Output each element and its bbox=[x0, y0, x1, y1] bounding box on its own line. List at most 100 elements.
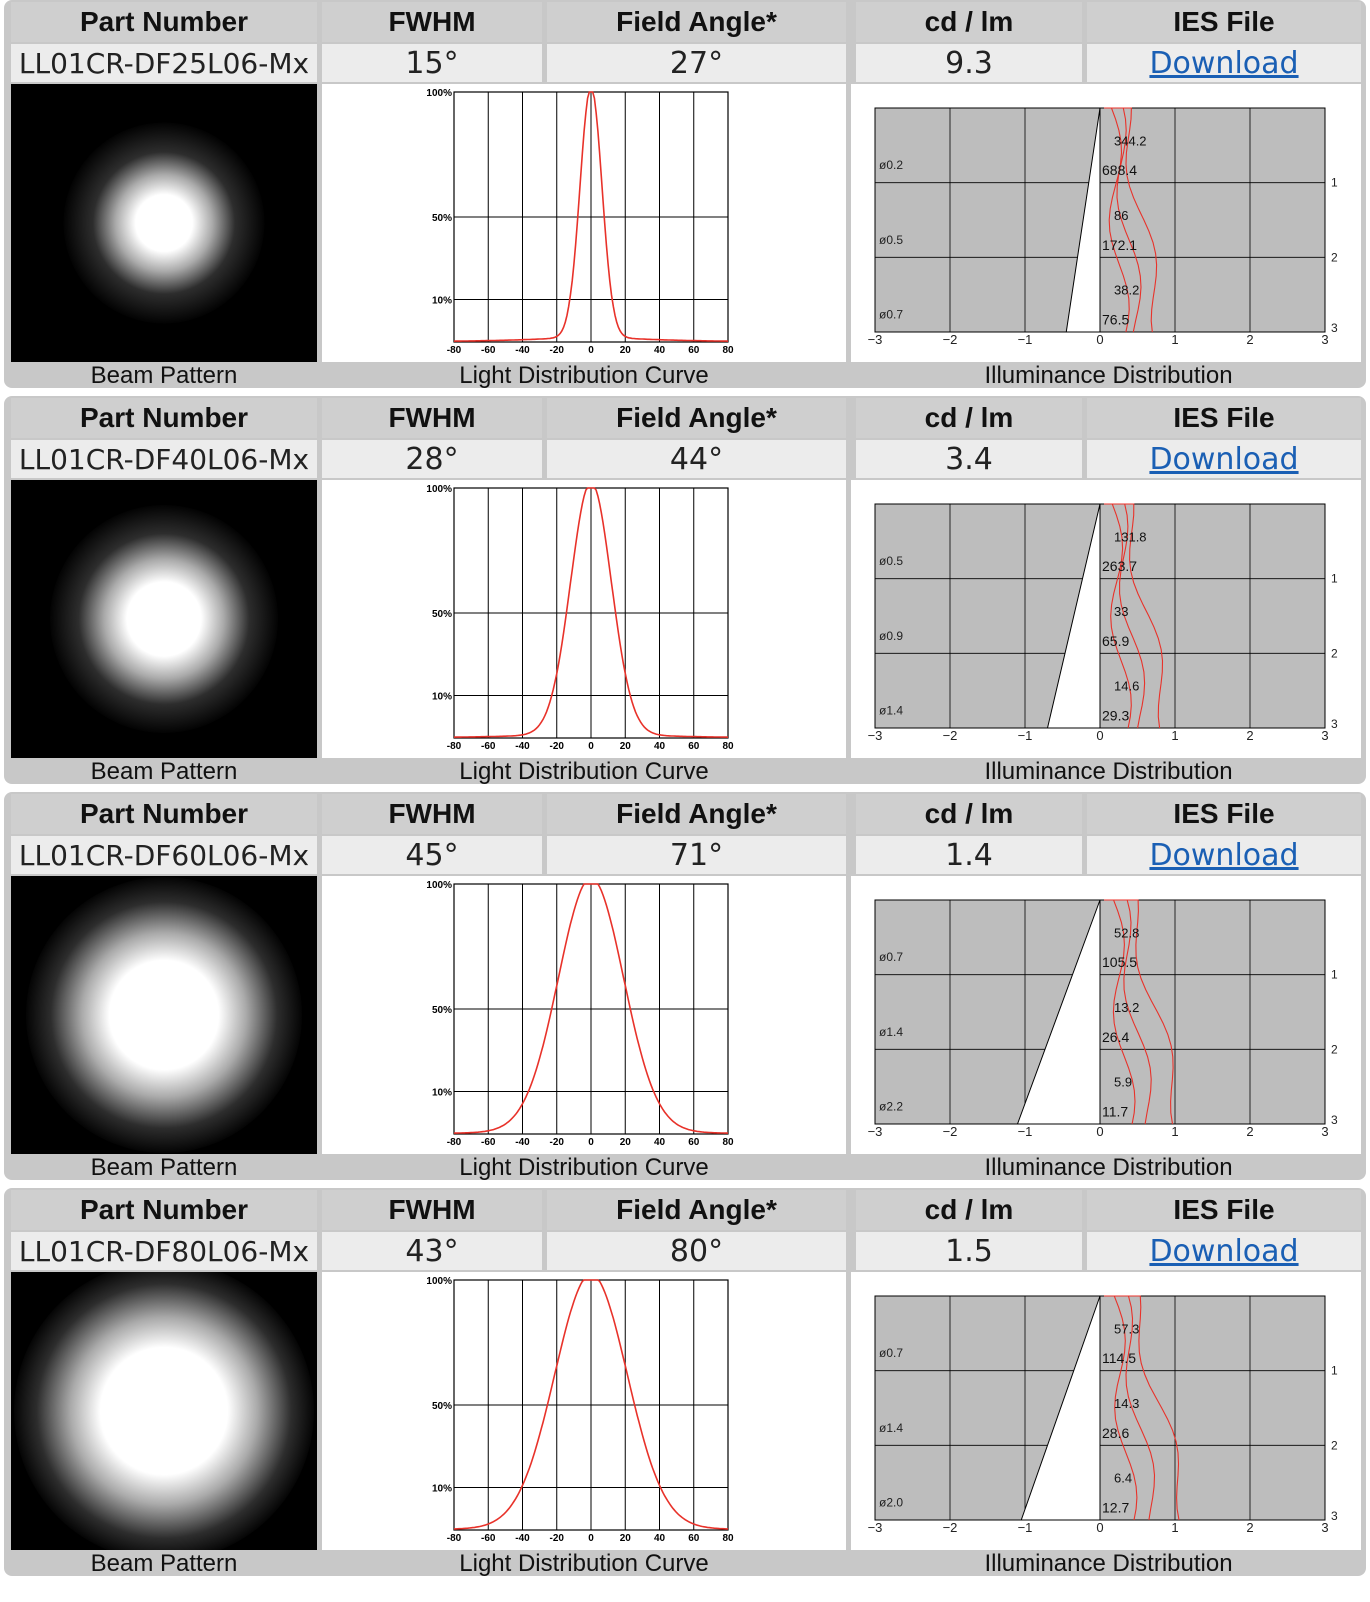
ldc-curve bbox=[453, 91, 729, 342]
ldc-y-tick: 10% bbox=[432, 296, 452, 307]
ldc-x-tick: 20 bbox=[620, 1533, 632, 1544]
illum-value-label: 52.8 bbox=[1114, 925, 1139, 940]
illum-contour bbox=[1104, 107, 1142, 333]
value-cd-lm: 1.5 bbox=[856, 1232, 1082, 1270]
beam-cone bbox=[1016, 899, 1101, 1125]
ldc-svg: -80 -60 -40 -20 0 20 40 60 80 100% 50% 10% bbox=[426, 1276, 734, 1544]
illum-contour bbox=[1104, 503, 1146, 729]
beam-cone bbox=[1020, 1295, 1101, 1521]
ldc-x-tick: -40 bbox=[515, 741, 530, 752]
illum-y-tick: 1 bbox=[1331, 968, 1338, 982]
header-field-angle: Field Angle* bbox=[547, 398, 846, 438]
ldc-x-tick: 0 bbox=[588, 345, 594, 356]
ldc-y-tick: 10% bbox=[432, 692, 452, 703]
illum-value-label: 12.7 bbox=[1102, 1500, 1129, 1516]
diameter-label: ø1.4 bbox=[879, 1025, 903, 1039]
header-ies-file: IES File bbox=[1087, 2, 1361, 42]
product-block: Part Number FWHM Field Angle* cd / lm IES Fi… bbox=[4, 1188, 1366, 1577]
product-block: Part Number FWHM Field Angle* cd / lm IES Fi… bbox=[4, 0, 1366, 389]
illum-x-tick: 3 bbox=[1321, 728, 1328, 743]
illum-y-tick: 1 bbox=[1331, 1364, 1338, 1378]
illum-contour bbox=[1104, 899, 1136, 1125]
value-field-angle: 27° bbox=[547, 44, 846, 82]
header-cd-lm: cd / lm bbox=[856, 794, 1082, 834]
header-field-angle: Field Angle* bbox=[547, 1190, 846, 1230]
illum-x-tick: −1 bbox=[1018, 728, 1033, 743]
value-part: LL01CR-DF60L06-Mx bbox=[11, 836, 317, 874]
diameter-label: ø0.7 bbox=[879, 308, 903, 322]
ldc-x-tick: -80 bbox=[447, 345, 462, 356]
illum-y-tick: 3 bbox=[1331, 1113, 1338, 1127]
illum-y-tick: 1 bbox=[1331, 176, 1338, 190]
caption-illum: Illuminance Distribution bbox=[984, 1154, 1233, 1181]
header-field-angle: Field Angle* bbox=[547, 2, 846, 42]
illum-x-tick: −2 bbox=[943, 332, 958, 347]
light-distribution-chart: -80 -60 -40 -20 0 20 40 60 80 100% 50% 10% bbox=[322, 84, 846, 362]
diameter-label: ø0.2 bbox=[879, 158, 903, 172]
caption-illum: Illuminance Distribution bbox=[984, 758, 1233, 785]
header-cd-lm: cd / lm bbox=[856, 398, 1082, 438]
ldc-x-tick: 40 bbox=[654, 1137, 666, 1148]
ldc-curve bbox=[454, 883, 728, 1134]
value-ies[interactable]: Download bbox=[1087, 44, 1361, 82]
ies-download-link[interactable]: Download bbox=[1149, 1233, 1299, 1269]
value-field-angle: 80° bbox=[547, 1232, 846, 1270]
illum-value-label: 114.5 bbox=[1102, 1350, 1136, 1366]
beam-cone bbox=[1065, 107, 1101, 333]
illum-contour bbox=[1104, 1295, 1138, 1521]
illum-contour bbox=[1104, 1295, 1180, 1521]
value-part: LL01CR-DF40L06-Mx bbox=[11, 440, 317, 478]
diameter-label: ø2.2 bbox=[879, 1100, 903, 1114]
illum-value-label: 33 bbox=[1114, 604, 1128, 619]
illum-x-tick: 0 bbox=[1096, 1124, 1103, 1139]
ldc-x-tick: -80 bbox=[447, 741, 462, 752]
ldc-x-tick: -20 bbox=[550, 1533, 565, 1544]
ies-download-link[interactable]: Download bbox=[1149, 45, 1299, 81]
ldc-x-tick: -40 bbox=[515, 1533, 530, 1544]
ldc-x-tick: 80 bbox=[722, 1137, 734, 1148]
illum-y-tick: 2 bbox=[1331, 1042, 1338, 1056]
illum-svg: ø0.7 ø1.4 ø2.0 57.3 114.5 14.3 28.6 6.4 12.7 −3 −2… bbox=[868, 1295, 1338, 1535]
header-fwhm: FWHM bbox=[322, 398, 542, 438]
value-fwhm: 45° bbox=[322, 836, 542, 874]
ldc-svg: -80 -60 -40 -20 0 20 40 60 80 100% 50% 10% bbox=[426, 880, 734, 1148]
illum-svg: ø0.2 ø0.5 ø0.7 344.2 688.4 86 172.1 38.2 76.5 −3 −… bbox=[868, 107, 1338, 347]
ldc-x-tick: -40 bbox=[515, 1137, 530, 1148]
illum-x-tick: 1 bbox=[1171, 332, 1178, 347]
caption-beam: Beam Pattern bbox=[90, 758, 238, 785]
ldc-y-tick: 10% bbox=[432, 1088, 452, 1099]
illum-value-label: 26.4 bbox=[1102, 1029, 1129, 1045]
illum-x-tick: −2 bbox=[943, 1520, 958, 1535]
illum-contour bbox=[1104, 107, 1158, 333]
ies-download-link[interactable]: Download bbox=[1149, 837, 1299, 873]
diameter-label: ø1.4 bbox=[879, 704, 903, 718]
ldc-x-tick: -40 bbox=[515, 345, 530, 356]
illum-svg: ø0.7 ø1.4 ø2.2 52.8 105.5 13.2 26.4 5.9 11.7 −3 −2… bbox=[868, 899, 1338, 1139]
caption-ldc: Light Distribution Curve bbox=[459, 1550, 709, 1577]
illum-x-tick: 2 bbox=[1246, 1520, 1253, 1535]
illum-value-label: 131.8 bbox=[1114, 529, 1147, 544]
diameter-label: ø2.0 bbox=[879, 1496, 903, 1510]
value-ies[interactable]: Download bbox=[1087, 836, 1361, 874]
value-ies[interactable]: Download bbox=[1087, 1232, 1361, 1270]
header-ies-file: IES File bbox=[1087, 794, 1361, 834]
ldc-x-tick: 80 bbox=[722, 741, 734, 752]
ldc-y-tick: 100% bbox=[426, 484, 452, 495]
illum-contour bbox=[1104, 503, 1164, 729]
caption-ldc: Light Distribution Curve bbox=[459, 362, 709, 389]
ldc-x-tick: 20 bbox=[620, 1137, 632, 1148]
value-ies[interactable]: Download bbox=[1087, 440, 1361, 478]
ies-download-link[interactable]: Download bbox=[1149, 441, 1299, 477]
beam-pattern-image bbox=[11, 876, 317, 1154]
illum-x-tick: 0 bbox=[1096, 1520, 1103, 1535]
beam-pattern-image bbox=[11, 84, 317, 362]
diameter-label: ø1.4 bbox=[879, 1421, 903, 1435]
illum-contour bbox=[1104, 107, 1130, 333]
ldc-x-tick: -60 bbox=[481, 345, 496, 356]
illum-value-label: 172.1 bbox=[1102, 237, 1137, 253]
illum-x-tick: −1 bbox=[1018, 1124, 1033, 1139]
illum-value-label: 11.7 bbox=[1102, 1104, 1128, 1120]
illum-y-tick: 3 bbox=[1331, 321, 1338, 335]
value-fwhm: 28° bbox=[322, 440, 542, 478]
illum-contour bbox=[1104, 1295, 1156, 1521]
